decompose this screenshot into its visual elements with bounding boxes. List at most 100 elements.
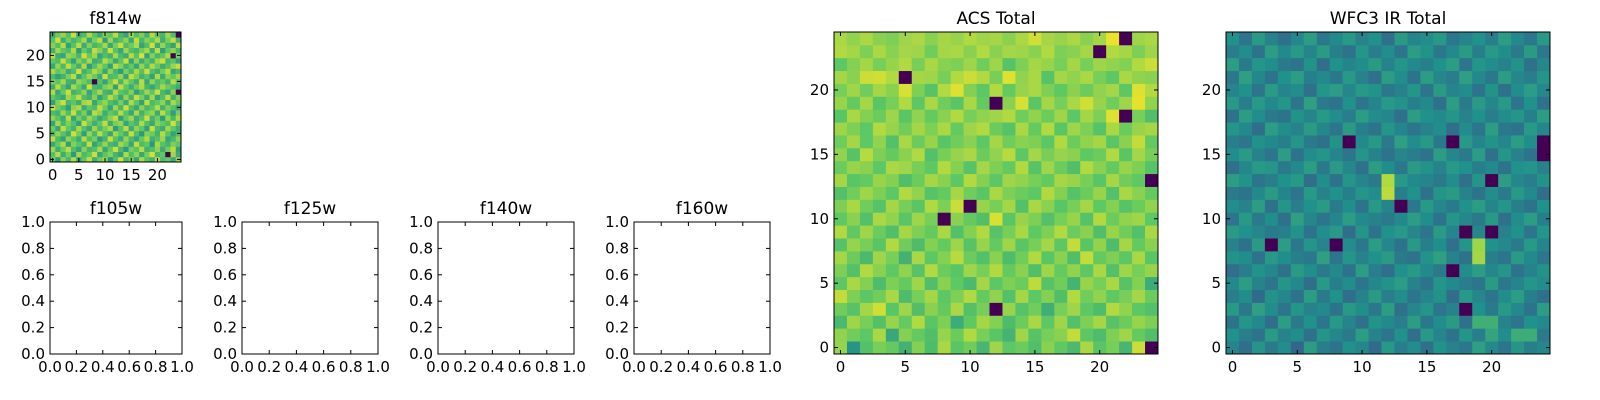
heatmap-cell [1329, 147, 1344, 162]
heatmap-cell [128, 42, 135, 48]
heatmap-cell [70, 104, 77, 111]
heatmap-cell [1080, 135, 1094, 149]
heatmap-cell [898, 147, 913, 162]
heatmap-cell [1132, 328, 1146, 342]
heatmap-cell [70, 146, 77, 152]
heatmap-cell [76, 58, 82, 64]
heatmap-cell [1524, 173, 1538, 187]
heatmap-cell [91, 32, 98, 38]
heatmap-cell [118, 47, 124, 54]
heatmap-cell [976, 212, 990, 226]
heatmap-cell [1303, 160, 1318, 175]
heatmap-cell [55, 115, 61, 121]
heatmap-cell [1316, 225, 1331, 239]
heatmap-cell [1002, 289, 1016, 303]
heatmap-cell [1080, 302, 1094, 316]
heatmap-cell [1093, 135, 1107, 149]
heatmap-cell [91, 73, 98, 80]
heatmap-cell [1145, 328, 1159, 342]
heatmap-cell [950, 199, 964, 213]
heatmap-cell [963, 199, 977, 213]
heatmap-cell [1511, 238, 1525, 252]
heatmap-cell [112, 89, 119, 95]
heatmap-cell [1041, 160, 1055, 175]
heatmap-cell [1290, 57, 1305, 72]
heatmap-cell [97, 89, 103, 95]
heatmap-cell [911, 186, 926, 200]
heatmap-cell [154, 68, 161, 74]
heatmap-cell [1132, 199, 1146, 213]
heatmap-cell [1119, 238, 1133, 252]
heatmap-cell [91, 115, 98, 121]
acs-total-cells [834, 32, 1159, 355]
heatmap-cell [1264, 173, 1279, 187]
heatmap-cell [154, 37, 161, 43]
heatmap-cell [1420, 328, 1434, 342]
heatmap-cell [1303, 32, 1318, 46]
heatmap-cell [118, 120, 124, 126]
x-tick-label: 0.2 [257, 358, 281, 376]
heatmap-cell [1015, 135, 1029, 149]
heatmap-cell [123, 52, 129, 59]
heatmap-cell [1485, 109, 1499, 123]
heatmap-cell [1316, 70, 1331, 84]
heatmap-cell [1511, 186, 1525, 200]
heatmap-cell [950, 96, 964, 110]
heatmap-cell [1264, 122, 1279, 136]
y-tick-label: 0.6 [409, 266, 433, 284]
heatmap-cell [859, 109, 874, 123]
heatmap-cell [1446, 57, 1460, 72]
heatmap-cell [1446, 83, 1460, 97]
heatmap-cell [175, 84, 182, 90]
heatmap-cell [65, 94, 72, 100]
heatmap-cell [1132, 212, 1146, 226]
heatmap-cell [118, 110, 124, 116]
heatmap-cell [175, 68, 182, 74]
heatmap-cell [86, 141, 93, 147]
heatmap-cell [128, 58, 135, 64]
heatmap-cell [123, 115, 129, 121]
y-tick-label: 0 [819, 339, 829, 357]
heatmap-cell [86, 58, 93, 64]
heatmap-cell [1106, 225, 1120, 239]
heatmap-cell [1498, 32, 1512, 46]
heatmap-cell [112, 136, 119, 142]
heatmap-cell [160, 32, 166, 38]
heatmap-cell [81, 78, 88, 85]
heatmap-cell [1226, 225, 1240, 239]
heatmap-cell [1329, 186, 1344, 200]
heatmap-cell [1106, 173, 1120, 187]
heatmap-cell [1407, 109, 1421, 123]
heatmap-cell [1485, 276, 1499, 290]
heatmap-cell [81, 141, 88, 147]
heatmap-cell [65, 42, 72, 48]
heatmap-cell [1093, 147, 1107, 162]
heatmap-cell [1537, 147, 1551, 162]
heatmap-cell [128, 151, 135, 158]
heatmap-cell [86, 52, 93, 59]
heatmap-cell [70, 32, 77, 38]
heatmap-cell [1329, 173, 1344, 187]
heatmap-cell [1226, 341, 1240, 355]
heatmap-cell [170, 68, 177, 74]
heatmap-cell [1264, 315, 1279, 329]
heatmap-cell [1329, 83, 1344, 97]
heatmap-cell [70, 110, 77, 116]
heatmap-cell [1394, 109, 1408, 123]
heatmap-cell [133, 110, 140, 116]
heatmap-cell [1251, 186, 1266, 200]
heatmap-cell [1537, 276, 1551, 290]
heatmap-cell [170, 110, 177, 116]
heatmap-cell [1277, 341, 1292, 355]
heatmap-cell [1145, 341, 1159, 355]
heatmap-cell [950, 147, 964, 162]
heatmap-cell [1433, 199, 1447, 213]
heatmap-cell [1381, 238, 1395, 252]
heatmap-cell [102, 73, 109, 80]
heatmap-cell [1041, 70, 1055, 84]
heatmap-cell [1537, 135, 1551, 149]
heatmap-cell [1524, 96, 1538, 110]
heatmap-cell [1407, 341, 1421, 355]
y-tick-label: 0.4 [409, 292, 433, 310]
heatmap-cell [1015, 147, 1029, 162]
